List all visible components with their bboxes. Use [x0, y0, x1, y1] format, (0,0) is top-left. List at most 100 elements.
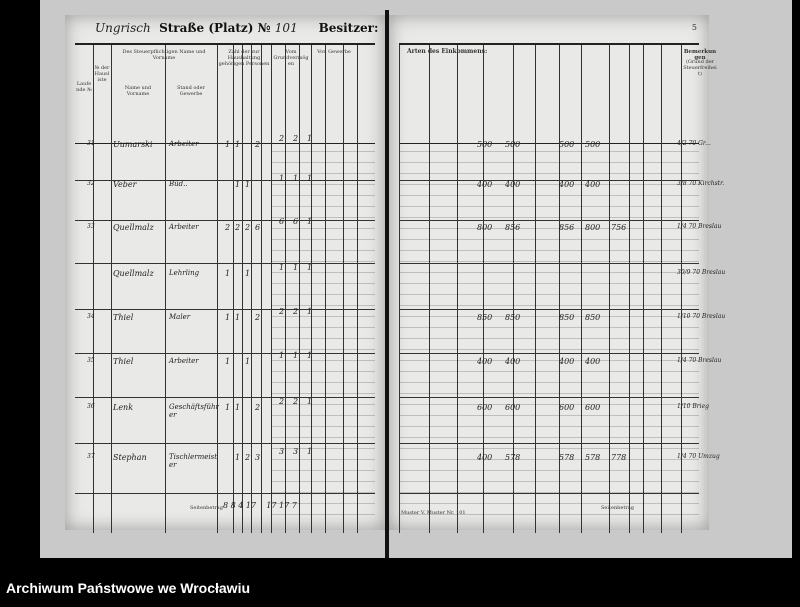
entry-income: 400 — [505, 180, 521, 189]
entry-persons: 6 — [255, 223, 261, 232]
column-header: Laufende № № der Hausliste Des Steuerpfl… — [75, 43, 375, 533]
entry-persons: 1 — [235, 453, 241, 462]
entry-occupation: Tischlermeister — [169, 453, 218, 469]
entry-count: 1 — [307, 134, 313, 143]
entry-number: 32 — [87, 180, 95, 187]
entry-occupation: Maler — [169, 313, 191, 321]
entry-name: Thiel — [113, 357, 134, 366]
entry-count: 2 — [293, 307, 299, 316]
entry-remark: 1/4 70 Breslau — [677, 357, 722, 364]
header-house-list-number: № der Hausliste — [94, 65, 110, 83]
entry-persons: 1 — [245, 357, 251, 366]
entry-persons: 2 — [245, 223, 251, 232]
entry-income: 400 — [477, 453, 493, 462]
row-divider — [75, 263, 375, 264]
entry-name: Thiel — [113, 313, 134, 322]
entry-count: 1 — [307, 263, 313, 272]
entry-number: 34 — [87, 313, 95, 320]
entry-count: 1 — [293, 174, 299, 183]
entry-occupation: Lehrling — [169, 269, 200, 277]
header-taxpayer: Des Steuerpflichtigen Name und Vorname — [122, 49, 206, 61]
row-divider — [75, 397, 375, 398]
street-name: Ungrisch — [95, 21, 151, 35]
house-number: 101 — [274, 21, 298, 35]
form-note: Muster V. Muster Nr. 101 — [401, 510, 466, 516]
entry-income: 400 — [585, 180, 601, 189]
entry-income: 800 — [585, 223, 601, 232]
entry-occupation: Büd.. — [169, 180, 188, 188]
row-divider — [75, 493, 375, 494]
entry-number: 31 — [87, 140, 95, 147]
row-divider — [75, 180, 375, 181]
entry-remark: 1/10 70 Breslau — [677, 313, 726, 320]
entry-income: 600 — [559, 403, 575, 412]
entry-occupation: Arbeiter — [169, 223, 199, 231]
column-header-right: Arten des Einkommens: Bemerkungen (Grund… — [399, 43, 717, 533]
row-divider — [75, 353, 375, 354]
header-trade: Von Gewerbe — [317, 49, 351, 55]
entry-persons: 1 — [225, 403, 231, 412]
entry-persons: 1 — [235, 313, 241, 322]
right-page: 5 Arten des Einkommens: Bemerkungen (Gru… — [389, 15, 725, 533]
header-name: Name und Vorname — [124, 85, 152, 97]
entry-number: 36 — [87, 403, 95, 410]
entry-income: 800 — [477, 223, 493, 232]
entry-count: 1 — [293, 263, 299, 272]
entry-persons: 1 — [225, 313, 231, 322]
header-serial-number: Laufende № — [76, 81, 92, 93]
entry-count: 2 — [279, 134, 285, 143]
entry-income: 400 — [477, 357, 493, 366]
entry-remark: 4/2 70 Gr... — [677, 140, 711, 147]
entry-count: 1 — [307, 351, 313, 360]
entry-count: 1 — [279, 351, 285, 360]
entry-count: 1 — [307, 217, 313, 226]
header-land-property: Vom Grundvermögen — [273, 49, 309, 67]
header-remarks-sub: (Grund der Steuerfreiheit) — [683, 59, 717, 77]
row-divider — [399, 493, 699, 494]
entry-count: 2 — [279, 397, 285, 406]
entry-name: Quellmalz — [113, 269, 154, 278]
entry-persons: 1 — [245, 180, 251, 189]
entry-count: 1 — [293, 351, 299, 360]
entry-income: 400 — [559, 357, 575, 366]
page-totals: 8 8 4 17 17 17 7 — [223, 501, 297, 510]
entry-income: 500 — [559, 140, 575, 149]
entry-income: 500 — [505, 140, 521, 149]
entry-name: Veber — [113, 180, 137, 189]
entry-persons: 2 — [255, 403, 261, 412]
entry-count: 1 — [279, 263, 285, 272]
entry-occupation: Geschäftsführer — [169, 403, 219, 419]
entry-income: 850 — [505, 313, 521, 322]
entry-income: 856 — [559, 223, 575, 232]
entry-name: Lenk — [113, 403, 134, 412]
entry-income: 578 — [559, 453, 575, 462]
row-divider — [399, 180, 699, 181]
entry-income: 400 — [505, 357, 521, 366]
entry-remark: 1/10 Brieg — [677, 403, 709, 410]
entry-income: 578 — [505, 453, 521, 462]
entry-persons: 1 — [225, 269, 231, 278]
entry-persons: 2 — [245, 453, 251, 462]
entry-income: 600 — [505, 403, 521, 412]
entry-income: 850 — [477, 313, 493, 322]
entry-persons: 1 — [235, 140, 241, 149]
entry-income: 600 — [477, 403, 493, 412]
entry-persons: 2 — [235, 223, 241, 232]
entry-income: 600 — [585, 403, 601, 412]
entry-count: 2 — [279, 307, 285, 316]
entry-persons: 2 — [225, 223, 231, 232]
entry-number: 33 — [87, 223, 95, 230]
entry-income: 578 — [585, 453, 601, 462]
entry-name: Quellmalz — [113, 223, 154, 232]
entry-count: 2 — [293, 397, 299, 406]
entry-count: 6 — [279, 217, 285, 226]
entry-remark: 1/4 70 Breslau — [677, 223, 722, 230]
header-remarks: Bemerkungen — [683, 49, 717, 61]
entry-count: 1 — [307, 307, 313, 316]
entry-persons: 3 — [255, 453, 261, 462]
entry-count: 3 — [279, 447, 285, 456]
page-number: 5 — [691, 23, 697, 32]
entry-income: 756 — [611, 223, 627, 232]
entry-income: 500 — [477, 140, 493, 149]
row-divider — [399, 263, 699, 264]
